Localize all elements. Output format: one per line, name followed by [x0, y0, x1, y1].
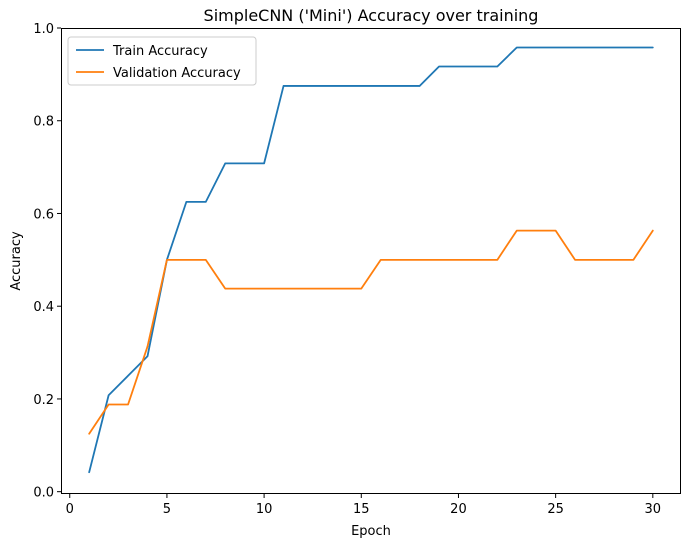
x-tick-label: 5 [163, 502, 171, 517]
y-axis: 0.0 0.2 0.4 0.6 0.8 1.0 [33, 22, 61, 501]
legend-box [67, 36, 257, 86]
legend: Train Accuracy Validation Accuracy [67, 36, 257, 86]
y-tick-label: 0.6 [33, 207, 54, 222]
legend-label: Validation Accuracy [113, 66, 241, 81]
legend-label: Train Accuracy [112, 44, 208, 59]
x-tick-label: 15 [353, 502, 370, 517]
series-layer [88, 46, 654, 474]
y-tick-label: 1.0 [33, 22, 54, 37]
x-tick-label: 20 [450, 502, 467, 517]
plot-area [61, 28, 681, 494]
x-axis: 0 5 10 15 20 25 30 [66, 494, 661, 517]
y-tick-label: 0.4 [33, 300, 54, 315]
y-tick-label: 0.2 [33, 393, 54, 408]
chart-title: SimpleCNN ('Mini') Accuracy over trainin… [204, 6, 539, 25]
series-line-validation-accuracy [88, 229, 654, 435]
x-axis-title: Epoch [351, 524, 391, 539]
x-tick-label: 25 [547, 502, 564, 517]
x-tick-label: 10 [256, 502, 273, 517]
plot-frame [61, 28, 681, 494]
x-tick-label: 30 [645, 502, 662, 517]
y-tick-label: 0.8 [33, 115, 54, 130]
x-tick-label: 0 [66, 502, 74, 517]
series-line-train-accuracy [88, 46, 654, 474]
y-axis-title: Accuracy [9, 231, 24, 291]
y-tick-label: 0.0 [33, 486, 54, 501]
